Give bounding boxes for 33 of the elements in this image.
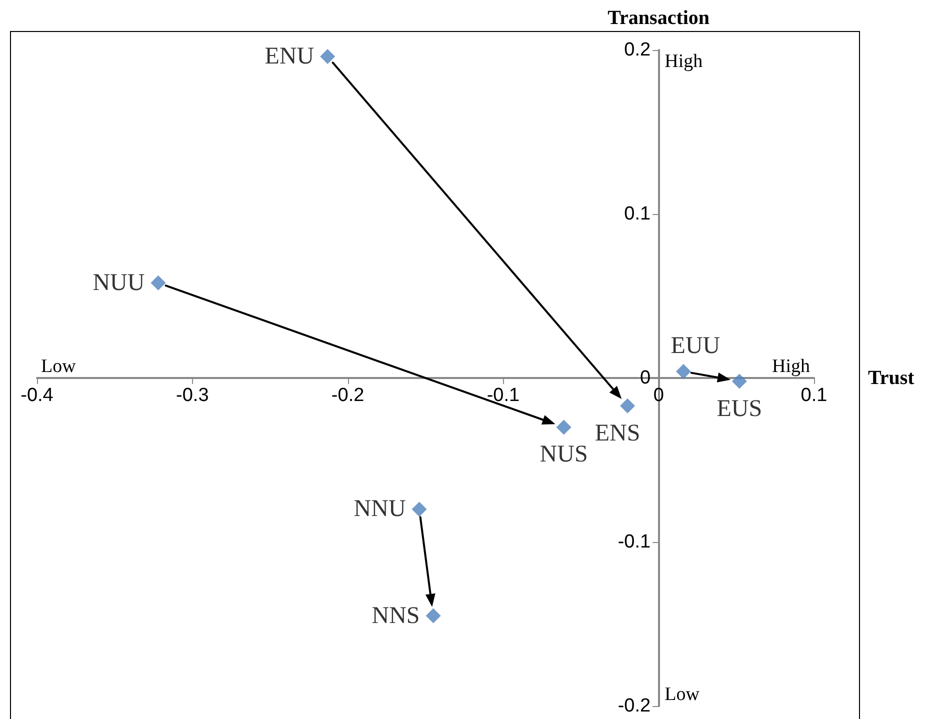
y-tick-label: -0.1 [618,532,651,552]
point [620,398,636,414]
y-axis-title: Transaction [608,7,710,29]
x-tick-label: -0.1 [486,385,520,406]
x-tick-label: -0.3 [176,385,209,406]
y-tick-label: 0.1 [624,204,651,224]
data-label: ENS [594,420,640,446]
annotation: Low [664,684,700,705]
point [426,608,441,624]
y-tick-label: -0.2 [618,696,651,716]
data-label: NNU [354,496,406,522]
annotation: Low [41,356,76,377]
x-tick-label: -0.2 [331,385,364,406]
x-tick-label: -0.4 [20,385,54,406]
y-tick-label: 0 [640,368,651,388]
annotation: High [772,356,810,377]
y-tick-label: 0.2 [624,40,651,60]
annotation: High [664,51,704,72]
point [320,49,336,64]
data-label: NUU [92,270,145,296]
data-label: ENU [264,44,314,70]
point [732,374,747,389]
data-label: NUS [540,442,588,468]
point [412,502,427,517]
point [676,364,691,379]
data-label: EUU [670,332,720,359]
x-tick-label: 0.1 [800,385,828,406]
data-label: NNS [372,602,420,629]
data-label: EUS [716,396,762,422]
x-axis-title: Trust [868,367,915,389]
point [556,420,572,435]
x-tick-label: 0 [653,385,664,406]
point [150,275,166,290]
